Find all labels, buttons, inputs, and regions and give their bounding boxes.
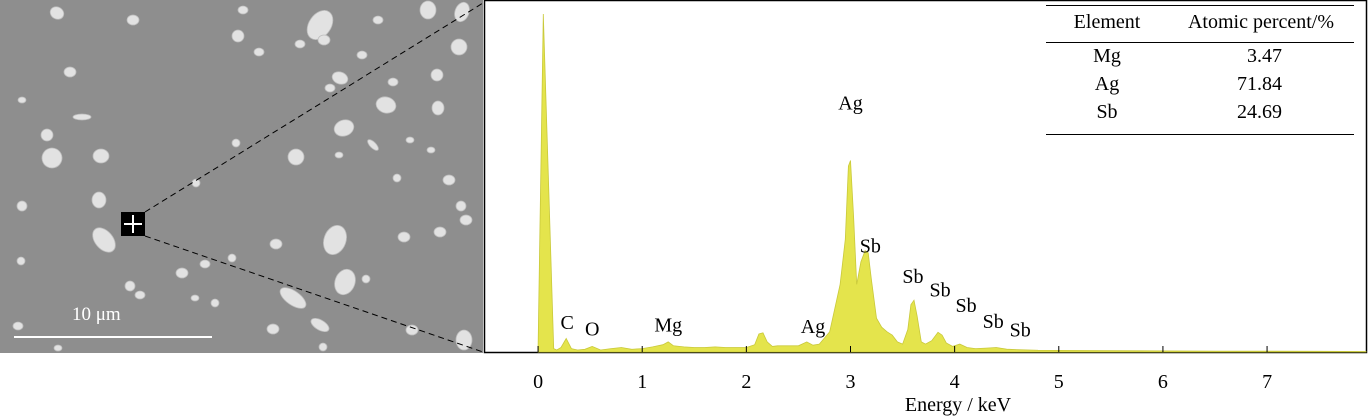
cell-percent: 3.47: [1247, 45, 1282, 67]
cell-element: Mg: [1093, 45, 1121, 67]
cell-element: Ag: [1094, 73, 1120, 95]
x-axis-label: Energy / keV: [905, 394, 1012, 416]
sem-particle: [16, 256, 26, 266]
table-row: Sb 24.69: [1046, 99, 1354, 135]
peak-label: Sb: [1010, 319, 1031, 341]
analysis-point-marker: [121, 212, 145, 236]
sem-particle: [40, 128, 54, 142]
x-tick-label: 2: [741, 371, 751, 393]
cell-percent: 24.69: [1168, 99, 1354, 135]
x-tick-label: 4: [950, 371, 960, 393]
plot-frame: [483, 0, 1368, 354]
peak-label: C: [561, 312, 574, 334]
table-row: Ag 71.84: [1046, 71, 1354, 99]
scale-bar: [14, 336, 212, 338]
peak-label: Sb: [929, 279, 950, 301]
sem-particle: [126, 14, 140, 26]
sem-particle: [53, 344, 63, 352]
peak-label: Sb: [860, 235, 881, 257]
sem-particle: [49, 6, 65, 20]
sem-particle: [92, 148, 110, 164]
header-element: Element: [1046, 5, 1168, 43]
table-row: Mg 3.47: [1046, 43, 1354, 72]
cell-percent: 71.84: [1237, 73, 1282, 95]
header-atomic-percent: Atomic percent/%: [1168, 5, 1354, 43]
spectrum-area: [537, 13, 1367, 353]
x-tick-label: 7: [1262, 371, 1272, 393]
sem-particle: [12, 321, 24, 331]
x-tick-label: 0: [533, 371, 543, 393]
cell-element: Sb: [1046, 99, 1168, 135]
sem-particle: [124, 280, 136, 292]
peak-label: Mg: [654, 314, 682, 336]
scale-bar-label: 10 μm: [72, 304, 121, 325]
sem-particle: [91, 191, 107, 209]
sem-particle: [17, 96, 27, 104]
x-tick-label: 3: [845, 371, 855, 393]
x-tick-label: 1: [637, 371, 647, 393]
sem-particle: [16, 200, 28, 212]
sem-particle: [41, 147, 63, 169]
peak-label: Sb: [902, 266, 923, 288]
spectrum-layer: [537, 13, 1367, 353]
peak-label: O: [585, 318, 599, 340]
sem-particle: [459, 214, 473, 226]
peak-label: Ag: [801, 316, 825, 338]
composition-table: Element Atomic percent/% Mg 3.47 Ag 71.8…: [1046, 5, 1354, 145]
x-tick-label: 6: [1158, 371, 1168, 393]
peak-label: Sb: [983, 311, 1004, 333]
sem-particle: [63, 66, 77, 78]
sem-particle: [92, 227, 116, 253]
peak-label: Ag: [838, 92, 862, 114]
x-axis-ticks: 0 1 2 3 4 5 6 7: [533, 346, 1272, 393]
peak-label: Sb: [956, 295, 977, 317]
x-tick-label: 5: [1054, 371, 1064, 393]
sem-particle: [72, 113, 92, 121]
peak-labels: C O Mg Ag Ag Sb Sb Sb Sb Sb Sb: [561, 92, 1031, 341]
